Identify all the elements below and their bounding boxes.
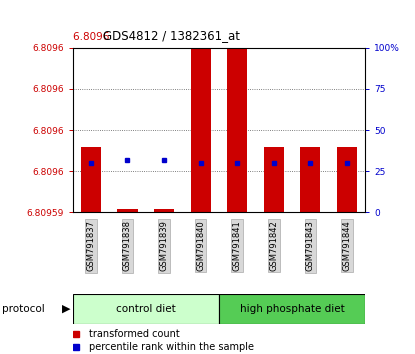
Text: protocol: protocol (2, 304, 45, 314)
Bar (337, 147, 357, 212)
Bar (300, 147, 320, 212)
Bar (264, 147, 284, 212)
Bar (73, 294, 219, 324)
Text: GSM791838: GSM791838 (123, 221, 132, 272)
Bar (117, 209, 137, 212)
Text: GSM791839: GSM791839 (159, 221, 168, 271)
Text: GSM791837: GSM791837 (86, 221, 95, 272)
Bar (81, 147, 101, 212)
Bar (219, 294, 365, 324)
Text: high phosphate diet: high phosphate diet (240, 304, 344, 314)
Text: GDS4812 / 1382361_at: GDS4812 / 1382361_at (103, 29, 239, 42)
Text: control diet: control diet (116, 304, 176, 314)
Text: ▶: ▶ (62, 304, 71, 314)
Text: GSM791842: GSM791842 (269, 221, 278, 271)
Bar (190, 48, 211, 212)
Bar (154, 209, 174, 212)
Text: GSM791841: GSM791841 (233, 221, 242, 271)
Text: GSM791844: GSM791844 (342, 221, 352, 271)
Bar (227, 48, 247, 212)
Text: percentile rank within the sample: percentile rank within the sample (89, 342, 254, 352)
Text: GSM791843: GSM791843 (306, 221, 315, 271)
Text: transformed count: transformed count (89, 329, 179, 339)
Text: 6.8096: 6.8096 (73, 33, 112, 42)
Text: GSM791840: GSM791840 (196, 221, 205, 271)
